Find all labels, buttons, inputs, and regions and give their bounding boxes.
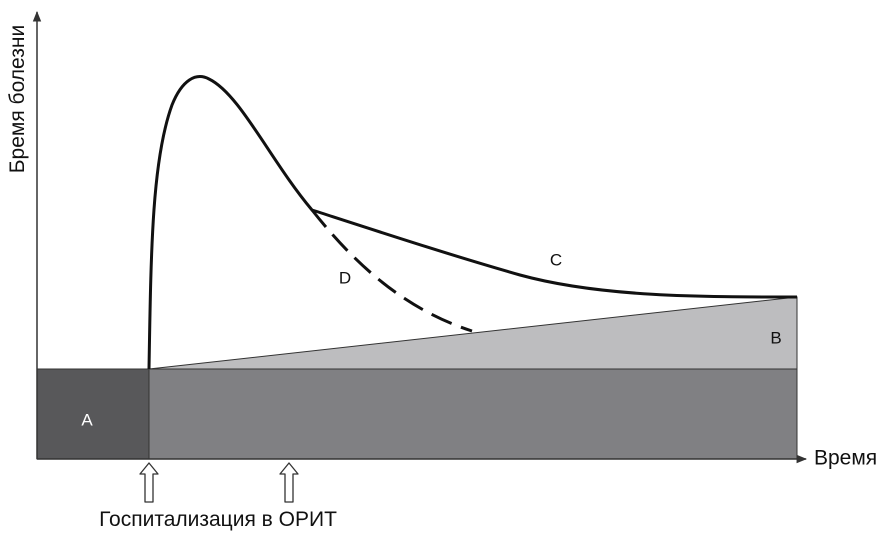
admission-caption: Госпитализация в ОРИТ (99, 508, 337, 531)
region-a (36, 368, 150, 460)
region-b-label: B (770, 328, 781, 347)
x-axis-label: Время (814, 447, 877, 470)
region-b (148, 296, 798, 370)
curve-c-label: C (550, 250, 562, 269)
region-a-label: A (81, 410, 93, 429)
curve-d-label: D (339, 268, 351, 287)
y-axis-label: Бремя болезни (6, 25, 29, 173)
admission-arrow-icon (279, 462, 299, 503)
base-band (148, 368, 798, 460)
curve-c (147, 75, 798, 370)
admission-arrow-icon (139, 462, 159, 503)
curve-d (310, 209, 473, 333)
